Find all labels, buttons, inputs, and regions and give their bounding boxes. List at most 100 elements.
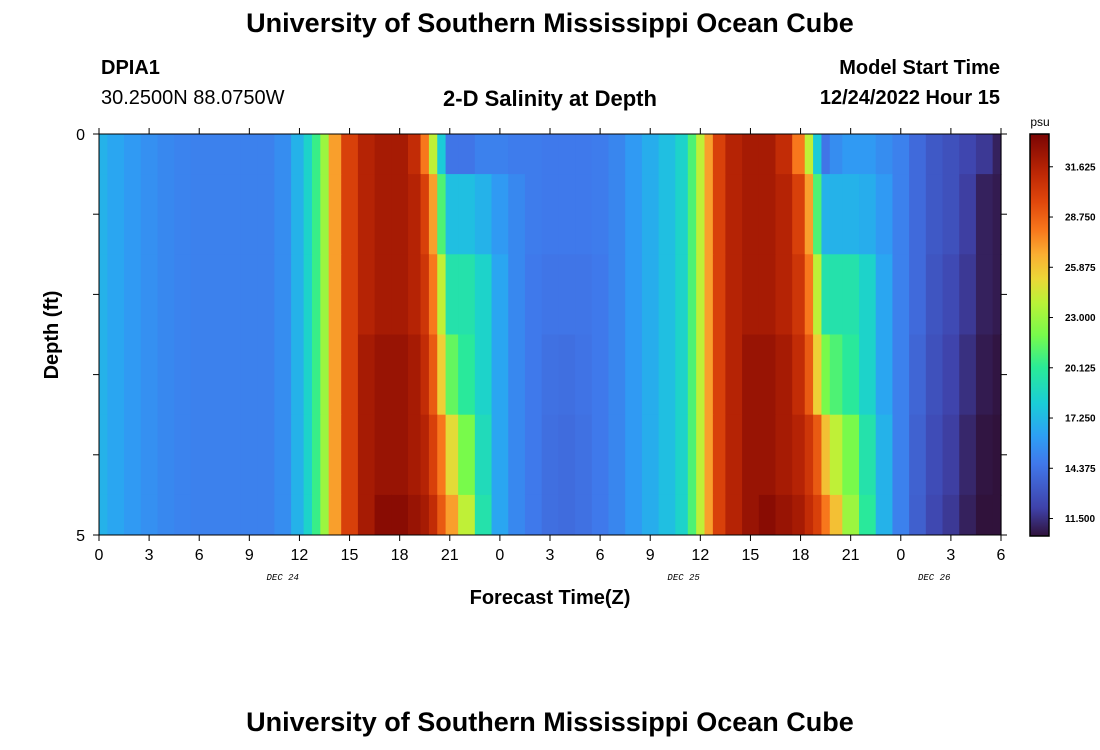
heatmap-cell xyxy=(725,174,743,255)
heatmap-cell xyxy=(687,254,697,335)
heatmap-cell xyxy=(758,414,777,496)
heatmap-cell xyxy=(821,414,831,496)
heatmap-cell xyxy=(124,254,142,335)
heatmap-cell xyxy=(925,174,944,255)
heatmap-cell xyxy=(925,494,944,536)
heatmap-cell xyxy=(842,174,860,255)
heatmap-cell xyxy=(341,494,359,536)
x-tick-label: 21 xyxy=(842,547,860,564)
heatmap-cell xyxy=(508,254,526,335)
heatmap-cell xyxy=(474,414,493,496)
heatmap-cell xyxy=(875,174,894,255)
heatmap-cell xyxy=(240,494,259,536)
heatmap-cell xyxy=(174,254,192,335)
heatmap-cell xyxy=(224,494,242,536)
heatmap-cell xyxy=(742,334,760,416)
heatmap-cell xyxy=(804,174,814,255)
heatmap-cell xyxy=(420,334,430,416)
heatmap-cell xyxy=(445,494,459,536)
heatmap-cell xyxy=(357,174,376,255)
heatmap-cell xyxy=(658,134,676,175)
heatmap-cell xyxy=(575,134,593,175)
heatmap-cell xyxy=(575,174,593,255)
heatmap-cell xyxy=(474,174,493,255)
heatmap-cell xyxy=(207,174,225,255)
heatmap-cell xyxy=(445,414,459,496)
heatmap-cell xyxy=(140,254,159,335)
colorbar-tick-label: 23.000 xyxy=(1065,313,1096,324)
heatmap-cell xyxy=(725,494,743,536)
x-tick-label: 15 xyxy=(341,547,359,564)
heatmap-cell xyxy=(804,254,814,335)
heatmap-cell xyxy=(892,494,910,536)
colorbar-tick-label: 28.750 xyxy=(1065,213,1096,224)
heatmap-cell xyxy=(303,134,313,175)
heatmap-cell xyxy=(658,174,676,255)
heatmap-cell xyxy=(558,174,576,255)
heatmap-cell xyxy=(792,494,806,536)
footer-title: University of Southern Mississippi Ocean… xyxy=(246,707,854,737)
heatmap-cell xyxy=(758,494,777,536)
heatmap-cell xyxy=(328,254,342,335)
heatmap-cell xyxy=(124,334,142,416)
heatmap-cell xyxy=(725,334,743,416)
heatmap-cell xyxy=(608,494,626,536)
heatmap-cell xyxy=(704,494,714,536)
heatmap-cell xyxy=(909,494,927,536)
heatmap-cell xyxy=(328,334,342,416)
heatmap-cell xyxy=(909,174,927,255)
station-coordinates: 30.2500N 88.0750W xyxy=(101,87,285,109)
heatmap-cell xyxy=(859,134,877,175)
heatmap-cell xyxy=(742,174,760,255)
heatmap-cell xyxy=(391,494,409,536)
heatmap-cell xyxy=(124,494,142,536)
date-label: DEC 24 xyxy=(267,573,299,583)
heatmap-cell xyxy=(437,134,447,175)
heatmap-cell xyxy=(591,254,610,335)
heatmap-cells xyxy=(99,134,1002,536)
heatmap-cell xyxy=(524,414,543,496)
heatmap-cell xyxy=(257,414,275,496)
heatmap-cell xyxy=(792,174,806,255)
heatmap-cell xyxy=(320,254,330,335)
heatmap-cell xyxy=(374,414,392,496)
heatmap-cell xyxy=(712,254,726,335)
heatmap-cell xyxy=(207,494,225,536)
heatmap-cell xyxy=(408,254,422,335)
heatmap-cell xyxy=(959,254,977,335)
heatmap-cell xyxy=(842,494,860,536)
colorbar-tick-label: 31.625 xyxy=(1065,162,1096,173)
heatmap-cell xyxy=(942,174,960,255)
heatmap-cell xyxy=(107,414,125,496)
heatmap-cell xyxy=(792,414,806,496)
heatmap-cell xyxy=(311,494,321,536)
heatmap-cell xyxy=(875,254,894,335)
heatmap-cell xyxy=(508,494,526,536)
heatmap-cell xyxy=(408,494,422,536)
heatmap-cell xyxy=(829,174,843,255)
heatmap-cell xyxy=(742,134,760,175)
heatmap-cell xyxy=(821,494,831,536)
heatmap-cell xyxy=(541,134,559,175)
heatmap-cell xyxy=(641,174,660,255)
heatmap-cell xyxy=(725,414,743,496)
heatmap-cell xyxy=(558,494,576,536)
heatmap-cell xyxy=(428,254,438,335)
heatmap-cell xyxy=(675,254,689,335)
heatmap-cell xyxy=(925,254,944,335)
heatmap-cell xyxy=(696,134,706,175)
heatmap-cell xyxy=(675,494,689,536)
model-start-value: 12/24/2022 Hour 15 xyxy=(819,87,1000,109)
heatmap-cell xyxy=(341,414,359,496)
heatmap-cell xyxy=(842,334,860,416)
heatmap-cell xyxy=(704,414,714,496)
heatmap-cell xyxy=(491,254,509,335)
heatmap-cell xyxy=(992,254,1002,335)
heatmap-cell xyxy=(925,134,944,175)
heatmap-cell xyxy=(829,134,843,175)
heatmap-cell xyxy=(704,134,714,175)
heatmap-cell xyxy=(909,334,927,416)
heatmap-cell xyxy=(675,334,689,416)
heatmap-cell xyxy=(341,134,359,175)
heatmap-cell xyxy=(474,494,493,536)
